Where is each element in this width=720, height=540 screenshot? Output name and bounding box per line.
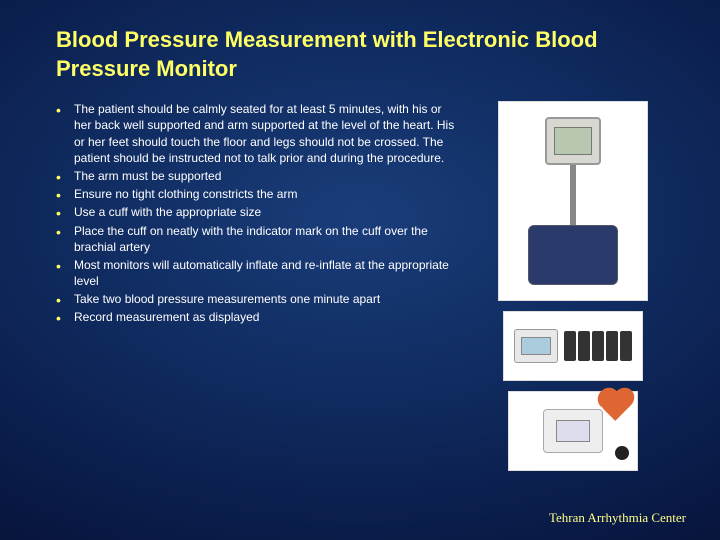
vital-signs-illustration <box>514 329 632 363</box>
bullet-item: Most monitors will automatically inflate… <box>56 257 456 289</box>
content-row: The patient should be calmly seated for … <box>56 101 684 471</box>
home-bp-illustration <box>543 409 603 453</box>
mini-monitor-icon <box>514 329 558 363</box>
vital-signs-monitor-image <box>503 311 643 381</box>
cuff-icon <box>606 331 618 361</box>
slide-title: Blood Pressure Measurement with Electron… <box>56 26 684 83</box>
stand-pole-icon <box>570 165 576 225</box>
bullet-item: The arm must be supported <box>56 168 456 184</box>
bp-stand-monitor-image <box>498 101 648 301</box>
cuff-icon <box>592 331 604 361</box>
bullet-item: The patient should be calmly seated for … <box>56 101 456 166</box>
cuff-icon <box>564 331 576 361</box>
lcd-icon <box>556 420 590 442</box>
mini-screen-icon <box>521 337 551 355</box>
home-bp-monitor-image <box>508 391 638 471</box>
monitor-screen-icon <box>554 127 592 155</box>
cuff-set-icon <box>564 331 632 361</box>
slide: Blood Pressure Measurement with Electron… <box>0 0 720 540</box>
cuff-icon <box>578 331 590 361</box>
device-stand-illustration <box>528 117 618 285</box>
stand-basket-icon <box>528 225 618 285</box>
bullet-item: Use a cuff with the appropriate size <box>56 204 456 220</box>
cuff-icon <box>620 331 632 361</box>
bullet-list: The patient should be calmly seated for … <box>56 101 456 471</box>
images-column <box>468 101 678 471</box>
footer-text: Tehran Arrhythmia Center <box>549 510 686 526</box>
bullet-item: Take two blood pressure measurements one… <box>56 291 456 307</box>
bullet-item: Ensure no tight clothing constricts the … <box>56 186 456 202</box>
monitor-head-icon <box>545 117 601 165</box>
bulb-icon <box>615 446 629 460</box>
bullet-item: Place the cuff on neatly with the indica… <box>56 223 456 255</box>
bullet-item: Record measurement as displayed <box>56 309 456 325</box>
heart-icon <box>601 391 631 421</box>
